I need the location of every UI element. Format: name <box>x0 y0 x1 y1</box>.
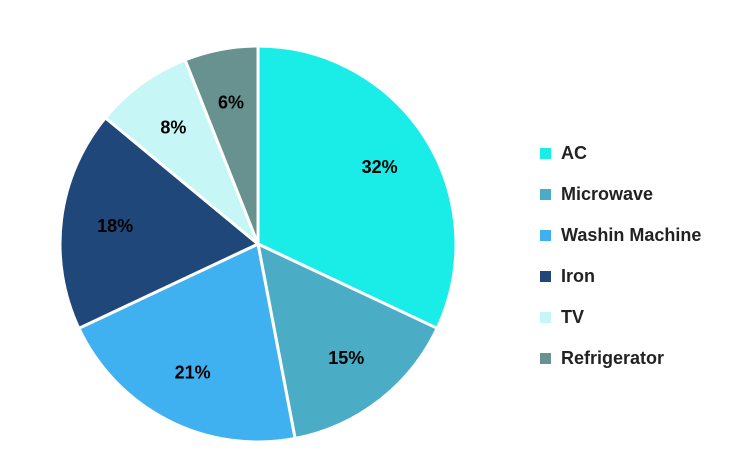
legend-swatch-refrigerator <box>540 353 551 364</box>
legend-label-tv: TV <box>561 307 585 327</box>
legend-swatch-microwave <box>540 189 551 200</box>
pie-slice-tv <box>103 58 260 246</box>
legend-item-washin-machine: Washin Machine <box>540 215 745 256</box>
legend-label-ac: AC <box>561 143 587 163</box>
pie-slice-microwave <box>256 242 439 440</box>
legend-item-ac: AC <box>540 133 745 174</box>
pie-label-ac: 32% <box>362 157 398 177</box>
pie-label-tv: 8% <box>160 118 186 138</box>
pie-label-refrigerator: 6% <box>218 93 244 113</box>
legend-item-refrigerator: Refrigerator <box>540 338 745 379</box>
pie-slice-refrigerator <box>183 44 260 246</box>
legend-label-iron: Iron <box>561 266 595 286</box>
pie-slices <box>58 44 458 444</box>
pie-slice-iron <box>58 116 260 330</box>
pie-slice-ac <box>256 44 458 330</box>
pie-label-washin-machine: 21% <box>175 362 211 382</box>
legend-item-iron: Iron <box>540 256 745 297</box>
legend-label-microwave: Microwave <box>561 184 654 204</box>
pie-value-labels: 32% 15% 21% 18% 8% 6% <box>97 93 397 383</box>
legend-item-microwave: Microwave <box>540 174 745 215</box>
legend-label-refrigerator: Refrigerator <box>561 348 665 368</box>
legend-item-tv: TV <box>540 297 745 338</box>
legend-swatch-tv <box>540 312 551 323</box>
legend: AC Microwave Washin Machine Iron TV Refr… <box>540 133 745 379</box>
legend-swatch-iron <box>540 271 551 282</box>
legend-swatch-ac <box>540 148 551 159</box>
legend-swatch-washin-machine <box>540 230 551 241</box>
pie-label-microwave: 15% <box>328 348 364 368</box>
pie-label-iron: 18% <box>97 216 133 236</box>
legend-label-washin-machine: Washin Machine <box>561 225 702 245</box>
pie-slice-washin-machine <box>77 242 297 444</box>
